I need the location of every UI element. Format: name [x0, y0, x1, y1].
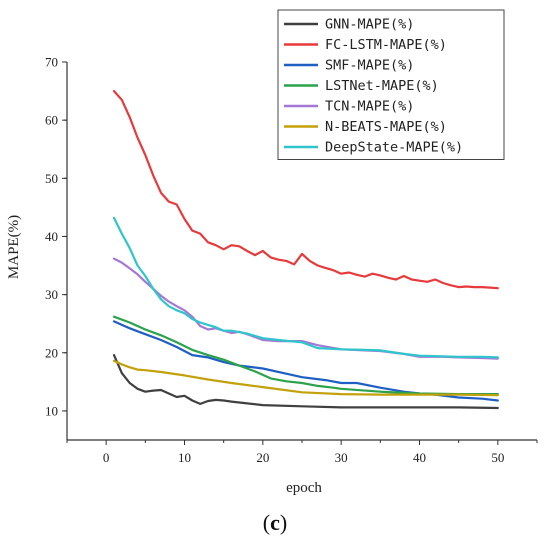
y-tick-label: 20	[45, 345, 58, 360]
legend-entry: DeepState-MAPE(%)	[325, 140, 463, 156]
series-line-2	[112, 320, 499, 402]
panel-label-open: (	[263, 510, 270, 535]
series-line-6	[112, 216, 499, 359]
y-axis-label: MAPE(%)	[6, 215, 22, 279]
series-line-3	[112, 315, 499, 396]
legend-entry: N-BEATS-MAPE(%)	[325, 119, 447, 135]
x-tick-label: 0	[103, 450, 110, 465]
legend-entry: TCN-MAPE(%)	[325, 99, 414, 115]
legend: GNN-MAPE(%) FC-LSTM-MAPE(%) SMF-MAPE(%) LST…	[277, 9, 505, 160]
y-tick-label: 40	[45, 229, 58, 244]
series-layer	[112, 89, 499, 410]
series-line-0	[112, 354, 499, 410]
x-tick-label: 10	[178, 450, 191, 465]
y-tick-label: 50	[45, 171, 58, 186]
legend-entry: LSTNet-MAPE(%)	[325, 78, 439, 94]
legend-entry: SMF-MAPE(%)	[325, 58, 414, 74]
x-tick-label: 40	[413, 450, 426, 465]
y-tick-label: 30	[45, 287, 58, 302]
x-tick-label: 20	[256, 450, 269, 465]
y-tick-label: 60	[45, 113, 58, 128]
series-line-1	[112, 89, 499, 290]
series-line-5	[112, 359, 499, 397]
x-tick-label: 50	[491, 450, 504, 465]
y-tick-label: 10	[45, 403, 58, 418]
legend-entry: GNN-MAPE(%)	[325, 17, 414, 33]
panel-label-close: )	[280, 510, 287, 535]
x-axis-label: epoch	[286, 480, 322, 496]
legend-entry: FC-LSTM-MAPE(%)	[325, 37, 447, 53]
panel-label-letter: c	[270, 510, 280, 535]
axes: 10 20 30 40 50 60 70 0 10 20 30 40 50	[45, 55, 538, 465]
y-tick-label: 70	[45, 55, 58, 70]
x-tick-label: 30	[335, 450, 348, 465]
panel-label: (c)	[263, 510, 287, 535]
